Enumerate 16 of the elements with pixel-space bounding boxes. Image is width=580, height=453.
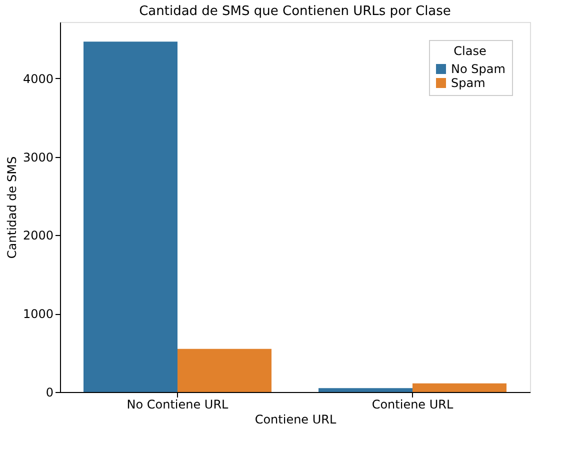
bar (178, 348, 272, 392)
y-tick-label: 3000 (22, 150, 54, 164)
x-tick-label: No Contiene URL (126, 398, 229, 412)
legend-label: No Spam (451, 62, 506, 76)
y-tick-label: 2000 (22, 228, 54, 243)
bar (318, 388, 412, 392)
y-tick-label: 1000 (22, 307, 54, 322)
y-tick-label: 0 (46, 386, 54, 400)
bar (412, 383, 506, 392)
x-axis-title: Contiene URL (254, 412, 336, 426)
y-axis-title: Cantidad de SMS (4, 156, 19, 259)
legend-title: Clase (454, 44, 486, 58)
y-tick-label: 4000 (22, 72, 54, 86)
legend-label: Spam (451, 76, 486, 90)
chart-title: Cantidad de SMS que Contienen URLs por Clase (139, 4, 451, 19)
bar (84, 42, 178, 392)
